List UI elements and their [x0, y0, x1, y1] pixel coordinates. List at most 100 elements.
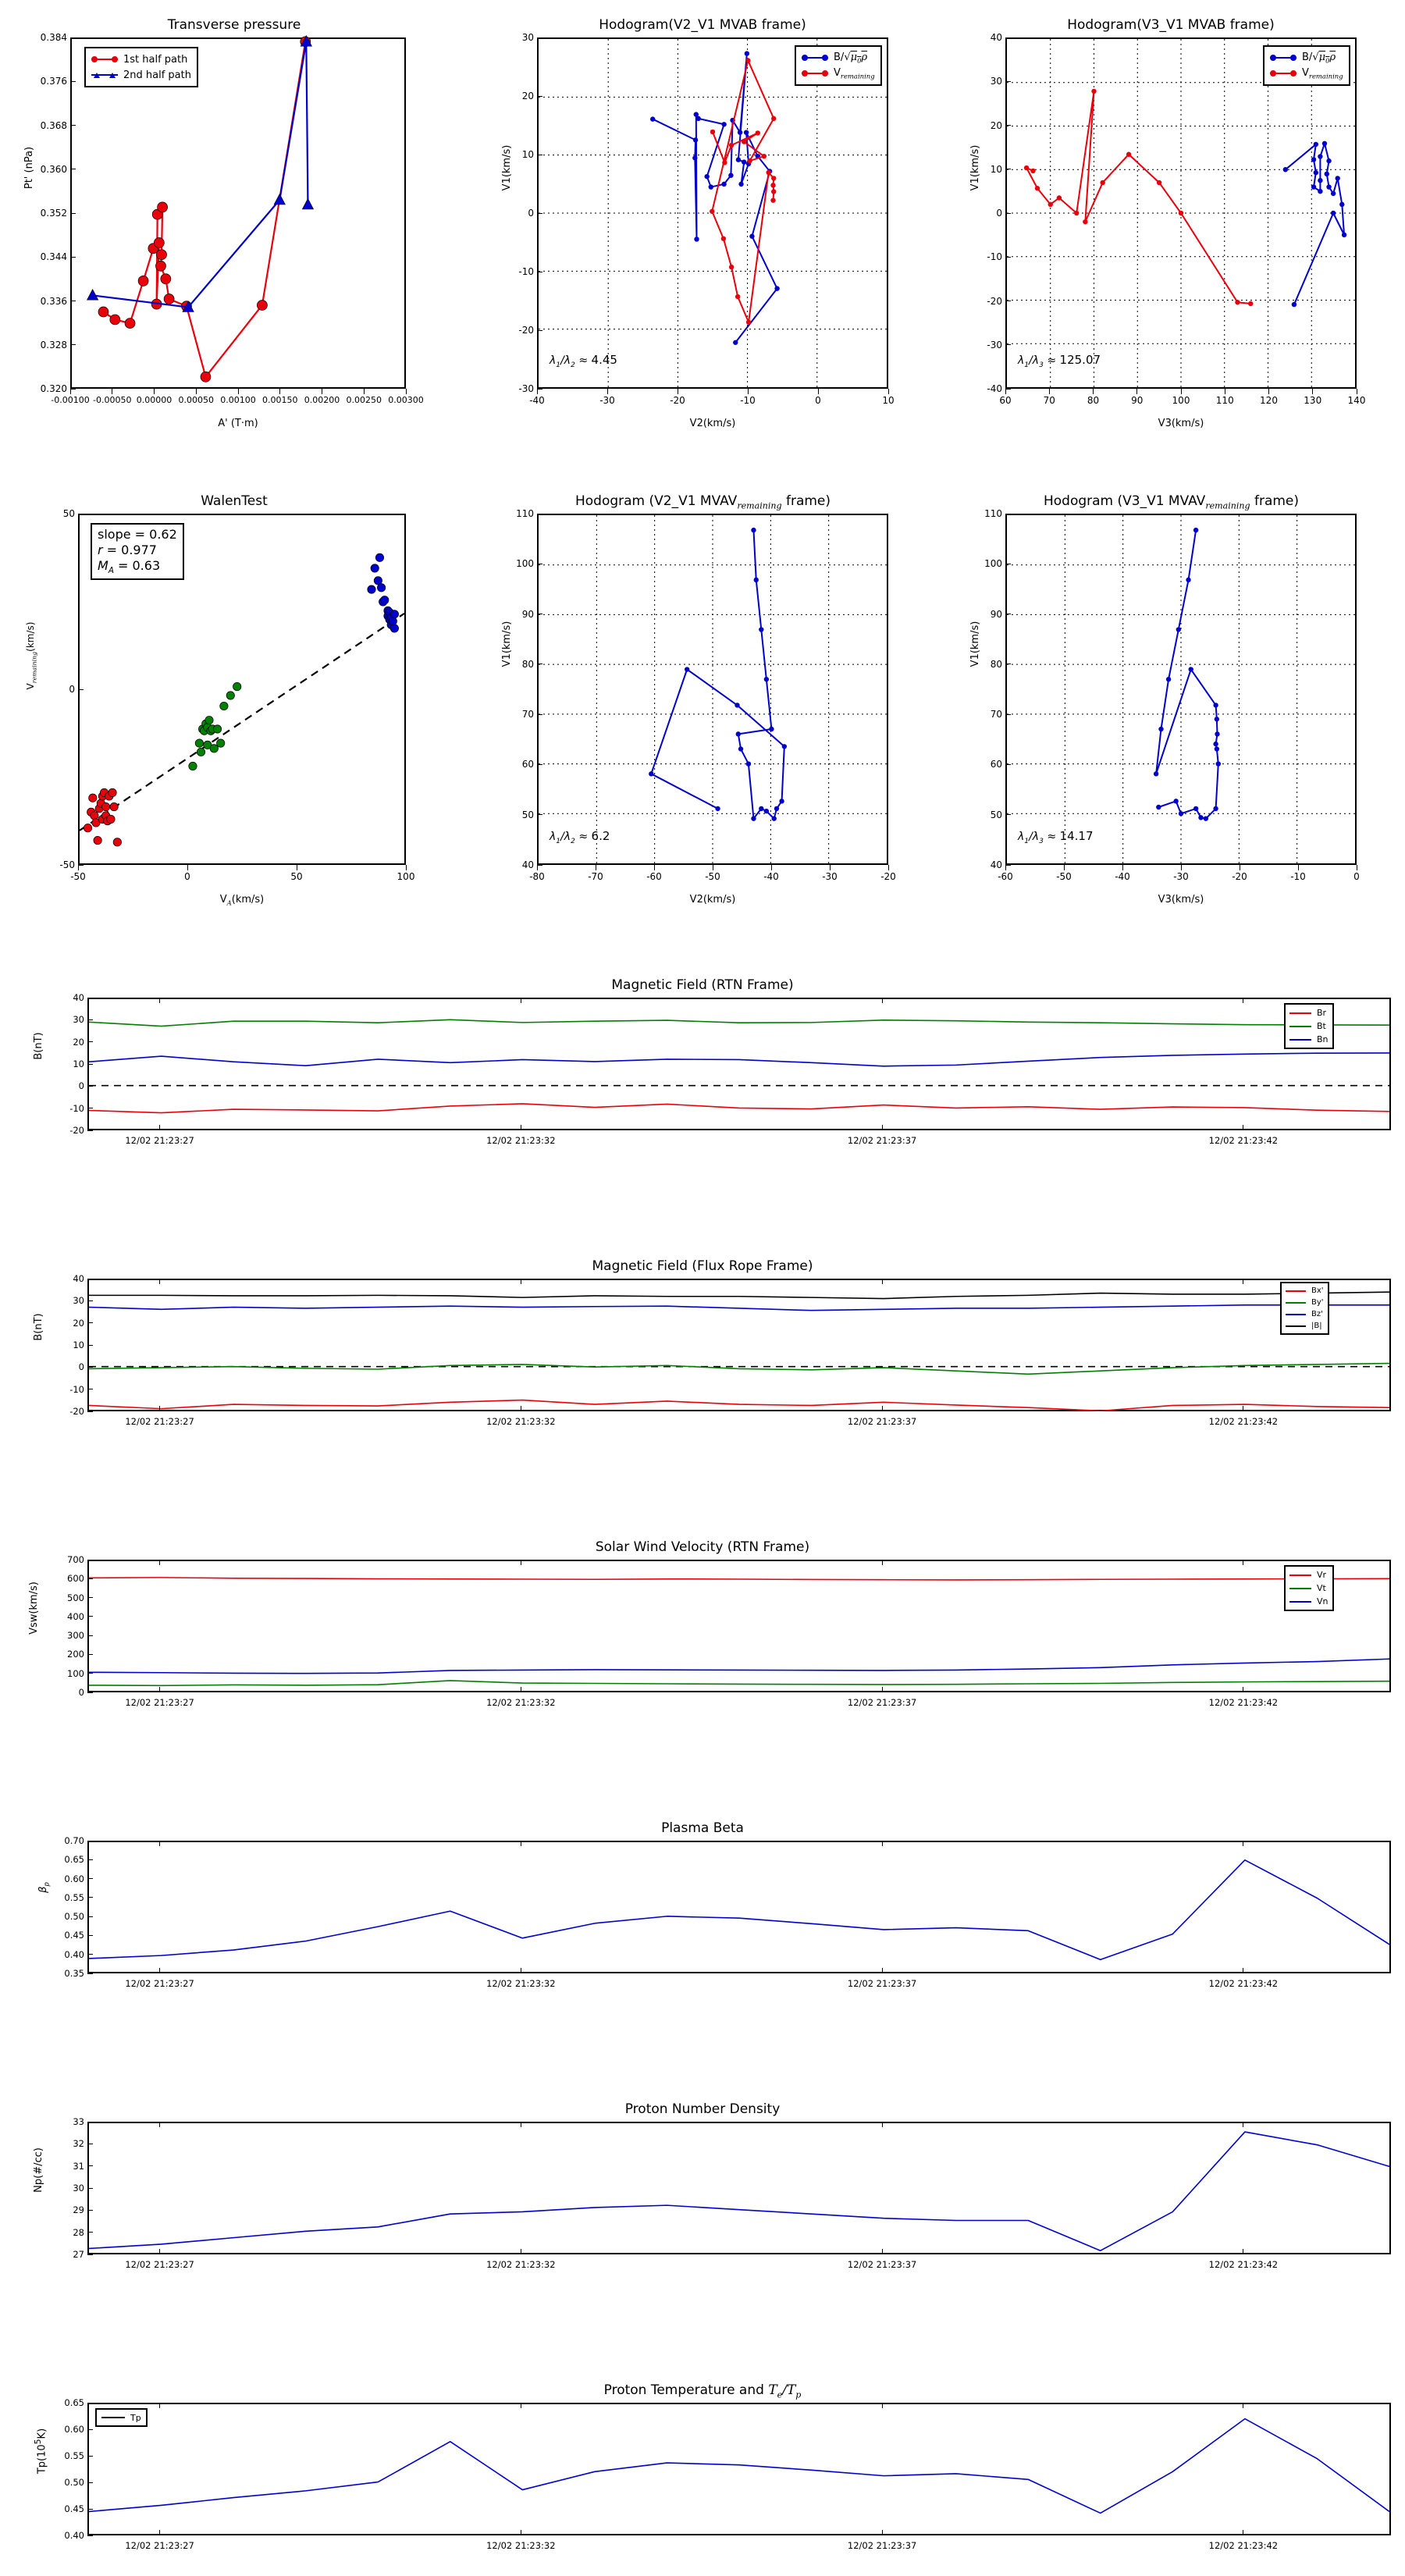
legend: Tp [95, 2408, 148, 2427]
legend-swatch-v-remaining [802, 70, 828, 76]
x-tick-label: 12/02 21:23:42 [1208, 1697, 1279, 1708]
y-tick-mark [87, 1973, 93, 1974]
y-tick-label: 0 [996, 208, 1002, 219]
y-tick-mark [70, 80, 76, 82]
x-tick-label: 110 [1215, 395, 1234, 406]
x-tick-label: -70 [588, 871, 603, 882]
x-tick-mark [1136, 389, 1138, 394]
y-tick-label: -40 [987, 383, 1002, 394]
y-tick-label: 0.320 [40, 383, 67, 394]
y-tick-label: 40 [990, 32, 1002, 43]
y-tick-label: 33 [73, 2116, 84, 2127]
x-tick-label: -60 [646, 871, 662, 882]
x-tick-mark [881, 1687, 883, 1692]
x-tick-mark [536, 865, 538, 870]
x-tick-mark-top [881, 998, 883, 1003]
y-tick-label: 50 [990, 809, 1002, 820]
plot-svg [539, 39, 887, 387]
x-tick-label: 12/02 21:23:37 [847, 1697, 917, 1708]
y-tick-label: 0.55 [64, 1891, 84, 1903]
y-tick-label: 70 [990, 709, 1002, 720]
x-tick-label: -0.00050 [93, 395, 132, 405]
y-tick-label: 40 [73, 1273, 84, 1284]
x-tick-label: 0 [815, 395, 821, 406]
y-tick-mark [1005, 256, 1011, 258]
y-tick-label: 70 [521, 709, 534, 720]
y-tick-mark [537, 37, 542, 38]
y-tick-mark [87, 1063, 93, 1065]
legend-label-bmag: |B| [1311, 1322, 1322, 1330]
y-tick-mark [87, 1322, 93, 1324]
y-axis-label: Vremaining(km/s) [25, 621, 38, 690]
y-tick-label: -20 [518, 325, 534, 336]
y-tick-label: 0.50 [64, 1911, 84, 1923]
y-tick-label: 0 [78, 1687, 84, 1698]
x-tick-label: 12/02 21:23:42 [1208, 1978, 1279, 1989]
y-tick-label: -10 [69, 1102, 84, 1114]
x-tick-mark [159, 1406, 161, 1411]
y-tick-mark [537, 388, 542, 390]
y-tick-mark [87, 2535, 93, 2536]
y-tick-label: 200 [67, 1649, 84, 1660]
x-tick-mark [1093, 389, 1094, 394]
legend: Bx' By' Bz' |B| [1280, 1282, 1329, 1335]
y-tick-label: 0 [69, 684, 75, 695]
x-axis-label: V3(km/s) [1158, 894, 1204, 906]
plot-svg [88, 1859, 1390, 1961]
panel-proton-number-density: Proton Number Density Np(#/cc) 12/02 21:… [0, 2084, 1405, 2295]
x-tick-label: 12/02 21:23:37 [847, 1978, 917, 1989]
plot-svg [1007, 39, 1355, 387]
legend-label-1st-half: 1st half path [123, 53, 188, 66]
legend-swatch-by [1286, 1301, 1306, 1304]
y-axis-label: B(nT) [33, 1313, 44, 1341]
y-tick-mark [537, 212, 542, 214]
y-tick-label: 400 [67, 1610, 84, 1622]
x-tick-label: -20 [670, 395, 685, 406]
y-tick-mark [87, 1934, 93, 1936]
x-tick-label: 12/02 21:23:37 [847, 2259, 917, 2270]
y-tick-label: 0.65 [64, 2397, 84, 2408]
y-tick-label: 0.40 [64, 2530, 84, 2541]
panel-title: Proton Temperature and Te/Tp [603, 2382, 802, 2400]
x-tick-mark [887, 865, 889, 870]
y-tick-mark [78, 688, 84, 690]
y-tick-mark [87, 1041, 93, 1043]
plot-svg [1007, 515, 1355, 863]
x-tick-label: 12/02 21:23:42 [1208, 1416, 1279, 1427]
x-tick-label: 90 [1131, 395, 1144, 406]
x-tick-mark [405, 865, 407, 870]
x-tick-mark [405, 389, 407, 394]
plot-area [87, 1279, 1391, 1412]
y-tick-label: 0.40 [64, 1948, 84, 1960]
y-tick-mark [78, 864, 84, 866]
x-tick-mark [1005, 389, 1006, 394]
y-tick-mark [87, 2428, 93, 2430]
legend-label-b-alfven: B/√μ0ρ [1302, 51, 1336, 65]
legend-swatch-b-alfven [1270, 55, 1297, 61]
legend-label-bt: Bt [1317, 1021, 1326, 1031]
y-tick-mark [87, 1597, 93, 1599]
y-tick-label: -30 [518, 383, 534, 394]
x-tick-mark [159, 2530, 161, 2535]
x-tick-label: -50 [70, 871, 86, 882]
y-tick-label: 90 [990, 608, 1002, 620]
y-tick-label: 600 [67, 1573, 84, 1585]
x-tick-mark [69, 389, 71, 394]
y-tick-label: 0.344 [40, 251, 67, 263]
y-axis-label: βp [37, 1882, 51, 1893]
x-tick-mark [1180, 389, 1182, 394]
x-tick-label: 0.00000 [136, 395, 173, 405]
legend-swatch-b-alfven [802, 55, 828, 61]
y-axis-label: Vsw(km/s) [28, 1582, 40, 1635]
y-tick-mark [70, 212, 76, 214]
x-tick-label: 100 [1172, 395, 1190, 406]
panel-title: Solar Wind Velocity (RTN Frame) [595, 1539, 810, 1555]
x-tick-mark [1122, 865, 1123, 870]
x-tick-mark [1048, 389, 1050, 394]
eigenvalue-ratio-annotation: λ1/λ2 ≈ 4.45 [550, 353, 617, 369]
x-tick-mark [747, 389, 749, 394]
y-tick-label: 0.60 [64, 2424, 84, 2435]
y-tick-label: 80 [990, 658, 1002, 670]
y-tick-mark [87, 2232, 93, 2233]
